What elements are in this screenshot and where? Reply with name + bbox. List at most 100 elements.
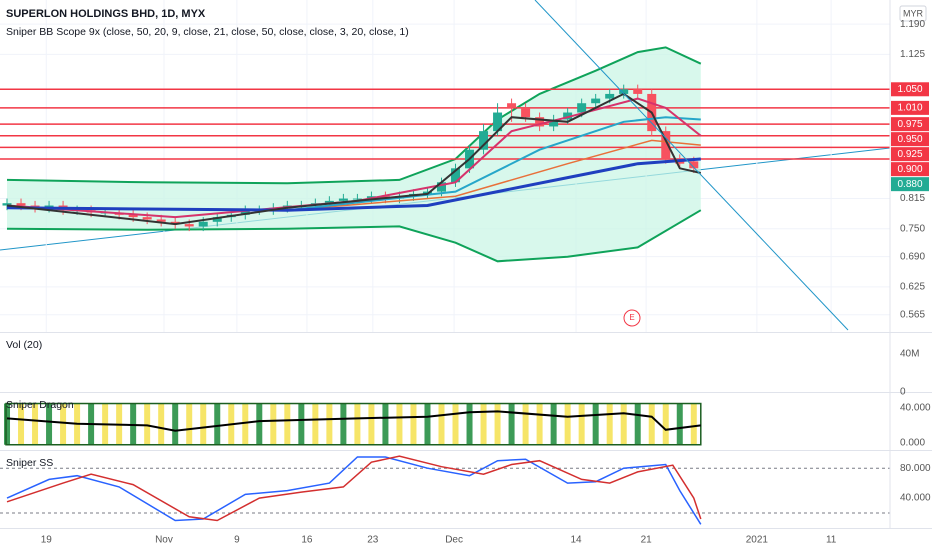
candle-body: [352, 198, 362, 200]
dragon-stripe: [480, 403, 487, 445]
dragon-stripe: [396, 403, 403, 445]
indicator-line: [6, 157, 701, 212]
y-tick-label: 40M: [900, 349, 919, 360]
indicator-line: [6, 456, 702, 525]
dragon-stripe: [284, 403, 291, 445]
dragon-stripe: [690, 403, 697, 445]
currency: MYR: [903, 8, 924, 18]
dragon-stripe: [494, 403, 501, 445]
x-tick-label: Nov: [155, 535, 173, 546]
candle-body: [493, 112, 503, 132]
candle-body: [661, 131, 671, 160]
dragon-stripe: [354, 403, 361, 445]
dragon-stripe: [312, 403, 319, 445]
x-tick-label: 14: [570, 535, 582, 546]
dragon-stripe: [620, 403, 627, 445]
x-tick-label: 21: [641, 535, 653, 546]
dragon-stripe: [298, 403, 305, 445]
dragon-stripe: [18, 403, 25, 445]
dragon-stripe: [522, 403, 529, 445]
indicator-panes: Vol (20) Sniper Dragon Sniper SS: [0, 339, 890, 525]
indicator-line: [6, 97, 702, 219]
dragon-stripe: [214, 403, 221, 445]
price-label: 0.925: [897, 149, 922, 160]
indicator-line: [6, 92, 702, 226]
candle-body: [212, 217, 222, 222]
candle-body: [549, 119, 559, 127]
candle-body: [156, 219, 166, 222]
dragon-stripe: [144, 403, 151, 445]
y-tick-label: 1.190: [900, 19, 925, 30]
currency-box[interactable]: [899, 5, 927, 22]
x-tick-label: Dec: [445, 535, 463, 546]
band-line: [6, 209, 702, 263]
x-tick-label: 23: [367, 535, 379, 546]
earnings-marker[interactable]: [623, 309, 641, 327]
y-tick-label: 0.815: [900, 193, 925, 204]
price-label-box: [891, 147, 929, 162]
x-tick-label: 2021: [746, 535, 769, 546]
candle-body: [563, 112, 573, 120]
candle-body: [338, 198, 348, 201]
price-label: 0.975: [897, 119, 922, 130]
candle-body: [507, 103, 517, 108]
price-label: 0.900: [897, 164, 922, 175]
candle-body: [535, 117, 545, 127]
dragon-stripe: [578, 403, 585, 445]
dragon-stripe: [4, 403, 11, 445]
dragon-stripe: [452, 403, 459, 445]
y-tick-label: 40.000: [900, 403, 931, 414]
dragon-stripe: [410, 403, 417, 445]
dragon-stripe: [648, 403, 655, 445]
dragon-stripe: [592, 403, 599, 445]
dragon-stripe: [550, 403, 557, 445]
dragon-stripe: [256, 403, 263, 445]
price-label-box: [891, 82, 929, 97]
dragon-stripe: [46, 403, 53, 445]
price-label: 1.010: [897, 103, 922, 114]
candle-body: [591, 98, 601, 104]
trend-line: [534, 0, 849, 331]
dragon-stripe: [438, 403, 445, 445]
chart-subtitle: Sniper BB Scope 9x (close, 50, 20, 9, cl…: [6, 26, 409, 38]
candle-body: [198, 221, 208, 227]
candle-body: [689, 161, 699, 169]
dragon-stripe: [676, 403, 683, 445]
x-tick-label: 9: [234, 535, 240, 546]
x-tick-label: 19: [41, 535, 53, 546]
price-label: 0.880: [897, 179, 922, 190]
candle-body: [436, 182, 446, 192]
candle-body: [2, 203, 12, 206]
candle-body: [16, 203, 26, 206]
dragon-stripe: [466, 403, 473, 445]
candle-body: [451, 168, 461, 183]
dragon-stripe: [424, 403, 431, 445]
dragon-stripe: [662, 403, 669, 445]
dragon-stripe: [158, 403, 165, 445]
earnings-icon: E: [629, 313, 634, 322]
dragon-stripe: [326, 403, 333, 445]
dragon-stripe: [60, 403, 67, 445]
candle-body: [577, 103, 587, 113]
dragon-stripe: [508, 403, 515, 445]
candle-body: [619, 89, 629, 94]
x-tick-label: 16: [301, 535, 313, 546]
y-tick-label: 0.565: [900, 309, 925, 320]
x-tick-label: 11: [826, 535, 837, 546]
price-label-box: [891, 162, 929, 177]
dragon-stripe: [634, 403, 641, 445]
price-label-box: [891, 100, 929, 115]
dragon-frame: [5, 402, 702, 446]
y-tick-label: 0.625: [900, 282, 925, 293]
dragon-stripe: [564, 403, 571, 445]
dragon-stripe: [606, 403, 613, 445]
dragon-stripe: [536, 403, 543, 445]
candle-body: [142, 217, 152, 220]
candle-body: [128, 214, 138, 218]
dragon-stripe: [382, 403, 389, 445]
indicator-line: [6, 455, 702, 522]
dragon-stripe: [242, 403, 249, 445]
y-tick-label: 0: [900, 387, 906, 398]
dragon-stripe: [368, 403, 375, 445]
